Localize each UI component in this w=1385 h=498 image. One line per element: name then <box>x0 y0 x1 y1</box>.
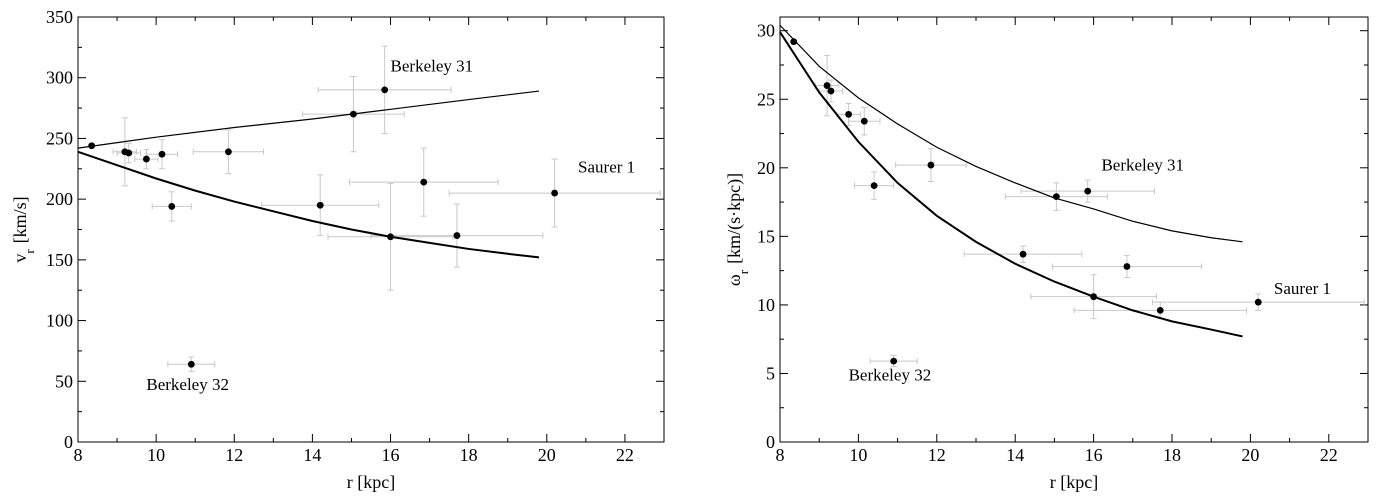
data-point <box>381 86 389 94</box>
model-curve-thick <box>779 31 1243 338</box>
data-point <box>187 360 195 368</box>
y-axis-title: ωr [km/(s·kpc)] <box>724 173 751 286</box>
y-tick-label: 0 <box>64 432 73 452</box>
data-point <box>827 87 835 95</box>
x-tick-label: 14 <box>303 445 321 465</box>
data-point <box>168 203 176 210</box>
data-point <box>142 155 150 163</box>
y-tick-label: 350 <box>46 7 73 27</box>
data-point <box>88 142 96 150</box>
data-point <box>1084 187 1092 195</box>
cluster-label: Berkeley 32 <box>849 365 932 384</box>
y-tick-label: 15 <box>757 226 775 246</box>
x-tick-label: 8 <box>74 445 83 465</box>
data-point <box>870 182 878 190</box>
y-axis-symbol: ω <box>724 274 744 286</box>
x-tick-label: 10 <box>849 445 867 465</box>
data-point <box>927 161 935 169</box>
x-tick-label: 22 <box>1320 445 1338 465</box>
data-point <box>551 189 559 197</box>
x-axis-title: r [kpc] <box>347 472 395 492</box>
data-point <box>316 201 324 209</box>
y-axis-symbol: v <box>10 254 30 263</box>
y-axis-subscript: r <box>736 269 751 274</box>
cluster-label: Berkeley 31 <box>391 57 474 76</box>
data-point <box>1052 193 1060 200</box>
data-point <box>453 232 461 239</box>
data-point <box>1254 298 1262 306</box>
model-curve-thick <box>77 150 540 259</box>
data-point <box>890 357 898 365</box>
data-point <box>790 38 798 46</box>
data-point <box>860 117 868 125</box>
x-tick-label: 18 <box>1163 445 1181 465</box>
data-point <box>125 149 133 157</box>
x-tick-label: 20 <box>538 445 556 465</box>
data-point <box>350 110 357 118</box>
y-tick-label: 10 <box>757 295 775 315</box>
y-tick-label: 5 <box>766 363 775 383</box>
y-axis-unit: [km/(s·kpc)] <box>724 173 745 264</box>
x-tick-label: 8 <box>776 445 785 465</box>
panel-angular-velocity: 8 10 12 14 16 18 20 22 0 5 10 15 20 25 30 r [kpc] ωr [km/… <box>724 16 1369 492</box>
x-tick-label: 14 <box>1006 445 1024 465</box>
model-curve-thin <box>779 24 1243 243</box>
y-tick-label: 300 <box>46 68 73 88</box>
data-point <box>1123 263 1131 270</box>
x-tick-label: 12 <box>928 445 946 465</box>
data-point <box>225 148 232 156</box>
x-tick-label: 20 <box>1241 445 1259 465</box>
cluster-label: Saurer 1 <box>1274 279 1331 298</box>
model-curve-thin <box>77 90 540 149</box>
cluster-label: Berkeley 32 <box>146 375 229 394</box>
y-axis-title: vr [km/s] <box>10 196 37 262</box>
y-tick-label: 100 <box>46 311 73 331</box>
x-tick-label: 18 <box>460 445 478 465</box>
y-tick-label: 0 <box>766 432 775 452</box>
x-tick-label: 16 <box>1085 445 1103 465</box>
data-point <box>420 178 428 186</box>
cluster-label: Saurer 1 <box>578 157 635 176</box>
y-axis-unit: [km/s] <box>10 196 30 243</box>
x-tick-label: 22 <box>616 445 634 465</box>
cluster-label: Berkeley 31 <box>1101 156 1184 175</box>
y-tick-label: 200 <box>46 189 73 209</box>
data-point <box>387 233 394 241</box>
x-tick-label: 10 <box>147 445 165 465</box>
y-tick-label: 25 <box>757 89 775 109</box>
data-point <box>158 150 166 158</box>
y-tick-label: 20 <box>757 158 775 178</box>
y-tick-label: 30 <box>757 21 775 41</box>
x-tick-label: 16 <box>382 445 400 465</box>
y-tick-label: 150 <box>46 250 73 270</box>
data-point <box>823 82 831 89</box>
data-point <box>1156 306 1164 314</box>
data-point <box>1019 250 1027 258</box>
panel-velocity: 8 10 12 14 16 18 20 22 0 50 100 150 200 250 300 350 r [k… <box>10 7 665 492</box>
y-tick-label: 250 <box>46 128 73 148</box>
x-axis-title: r [kpc] <box>1050 472 1098 492</box>
y-tick-label: 50 <box>55 371 73 391</box>
data-point <box>845 110 852 118</box>
y-axis-subscript: r <box>22 249 37 254</box>
plot-frame <box>779 16 1369 443</box>
x-tick-label: 12 <box>225 445 243 465</box>
data-point <box>1090 293 1097 301</box>
